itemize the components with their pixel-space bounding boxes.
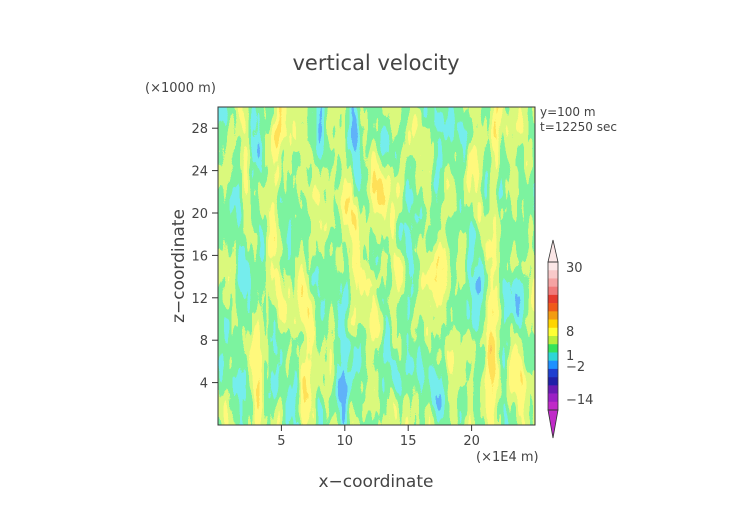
colorbar	[547, 239, 559, 439]
x-axis-ticks: 5 10 15 20	[277, 425, 480, 449]
colorbar-swatch	[548, 393, 558, 403]
y-axis-label: z−coordinate	[169, 209, 189, 323]
colorbar-label: −14	[566, 393, 593, 408]
chart-title: vertical velocity	[292, 51, 459, 75]
t-annotation: t=12250 sec	[540, 120, 617, 134]
colorbar-swatch	[548, 278, 558, 287]
colorbar-swatch	[548, 270, 558, 279]
colorbar-swatch	[548, 311, 558, 320]
colorbar-swatch	[548, 352, 558, 361]
y-tick-label: 16	[191, 249, 208, 264]
y-annotation: y=100 m	[540, 105, 596, 119]
x-axis-label: x−coordinate	[319, 472, 434, 492]
colorbar-swatch	[548, 303, 558, 312]
colorbar-label: 1	[566, 349, 574, 364]
y-tick-label: 4	[200, 377, 208, 392]
x-tick-label: 10	[337, 434, 354, 449]
plot-frame	[217, 106, 536, 426]
colorbar-swatch	[548, 377, 558, 386]
colorbar-label: 8	[566, 325, 574, 340]
x-unit-label: (×1E4 m)	[476, 450, 539, 465]
y-unit-label: (×1000 m)	[145, 81, 216, 96]
colorbar-label: 30	[566, 261, 583, 276]
colorbar-labels: 30 8 1−2 −14	[566, 261, 593, 408]
colorbar-frame	[547, 261, 559, 411]
colorbar-swatch	[548, 286, 558, 296]
colorbar-swatch	[548, 401, 558, 411]
colorbar-swatch	[548, 368, 558, 378]
y-tick-label: 20	[191, 207, 208, 222]
y-tick-label: 12	[191, 292, 208, 307]
colorbar-swatch	[548, 344, 558, 353]
colorbar-swatch	[548, 327, 558, 337]
heatmap-field	[218, 107, 535, 425]
y-tick-label: 8	[200, 334, 208, 349]
colorbar-swatch	[548, 336, 558, 345]
y-tick-label: 24	[191, 165, 208, 180]
colorbar-swatch	[548, 262, 558, 271]
colorbar-swatch	[548, 360, 558, 370]
colorbar-swatch	[548, 294, 558, 304]
x-tick-label: 20	[463, 434, 480, 449]
y-axis-ticks: 4 8 12 16 20 24 28	[191, 122, 218, 392]
x-tick-label: 15	[400, 434, 417, 449]
colorbar-upper-arrow	[547, 239, 559, 263]
colorbar-label: −2	[566, 360, 585, 375]
colorbar-swatch	[548, 385, 558, 394]
colorbar-lower-arrow	[547, 409, 559, 439]
x-tick-label: 5	[277, 434, 285, 449]
colorbar-swatch	[548, 319, 558, 329]
y-tick-label: 28	[191, 122, 208, 137]
